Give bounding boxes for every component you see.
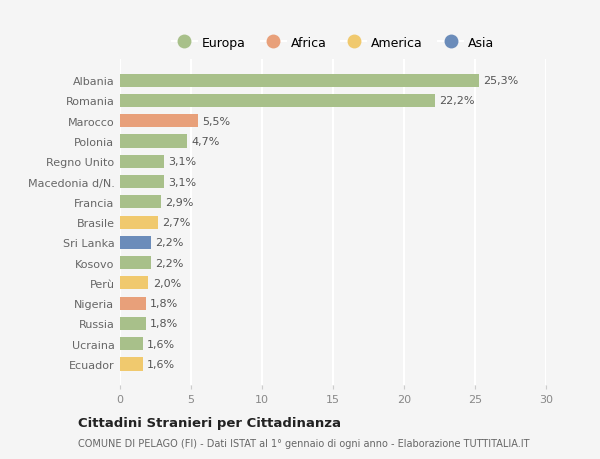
Bar — [120, 115, 198, 128]
Legend: Europa, Africa, America, Asia: Europa, Africa, America, Asia — [172, 37, 494, 50]
Bar — [120, 337, 143, 351]
Text: 4,7%: 4,7% — [191, 137, 220, 147]
Bar — [120, 176, 164, 189]
Text: 2,2%: 2,2% — [155, 238, 184, 248]
Bar — [120, 358, 143, 371]
Bar — [120, 156, 164, 168]
Text: 3,1%: 3,1% — [168, 157, 196, 167]
Text: Cittadini Stranieri per Cittadinanza: Cittadini Stranieri per Cittadinanza — [78, 416, 341, 429]
Bar — [120, 297, 146, 310]
Text: 1,8%: 1,8% — [150, 319, 178, 329]
Bar — [120, 236, 151, 249]
Text: 22,2%: 22,2% — [439, 96, 475, 106]
Text: 3,1%: 3,1% — [168, 177, 196, 187]
Text: 1,8%: 1,8% — [150, 298, 178, 308]
Text: 2,2%: 2,2% — [155, 258, 184, 268]
Text: 1,6%: 1,6% — [147, 339, 175, 349]
Text: 1,6%: 1,6% — [147, 359, 175, 369]
Bar — [120, 135, 187, 148]
Bar — [120, 317, 146, 330]
Text: COMUNE DI PELAGO (FI) - Dati ISTAT al 1° gennaio di ogni anno - Elaborazione TUT: COMUNE DI PELAGO (FI) - Dati ISTAT al 1°… — [78, 438, 530, 448]
Text: 5,5%: 5,5% — [202, 117, 230, 127]
Bar — [120, 257, 151, 269]
Bar — [120, 95, 435, 108]
Text: 2,7%: 2,7% — [163, 218, 191, 228]
Bar — [120, 74, 479, 88]
Text: 25,3%: 25,3% — [484, 76, 519, 86]
Bar — [120, 216, 158, 229]
Bar — [120, 196, 161, 209]
Text: 2,9%: 2,9% — [166, 197, 194, 207]
Bar — [120, 277, 148, 290]
Text: 2,0%: 2,0% — [152, 278, 181, 288]
